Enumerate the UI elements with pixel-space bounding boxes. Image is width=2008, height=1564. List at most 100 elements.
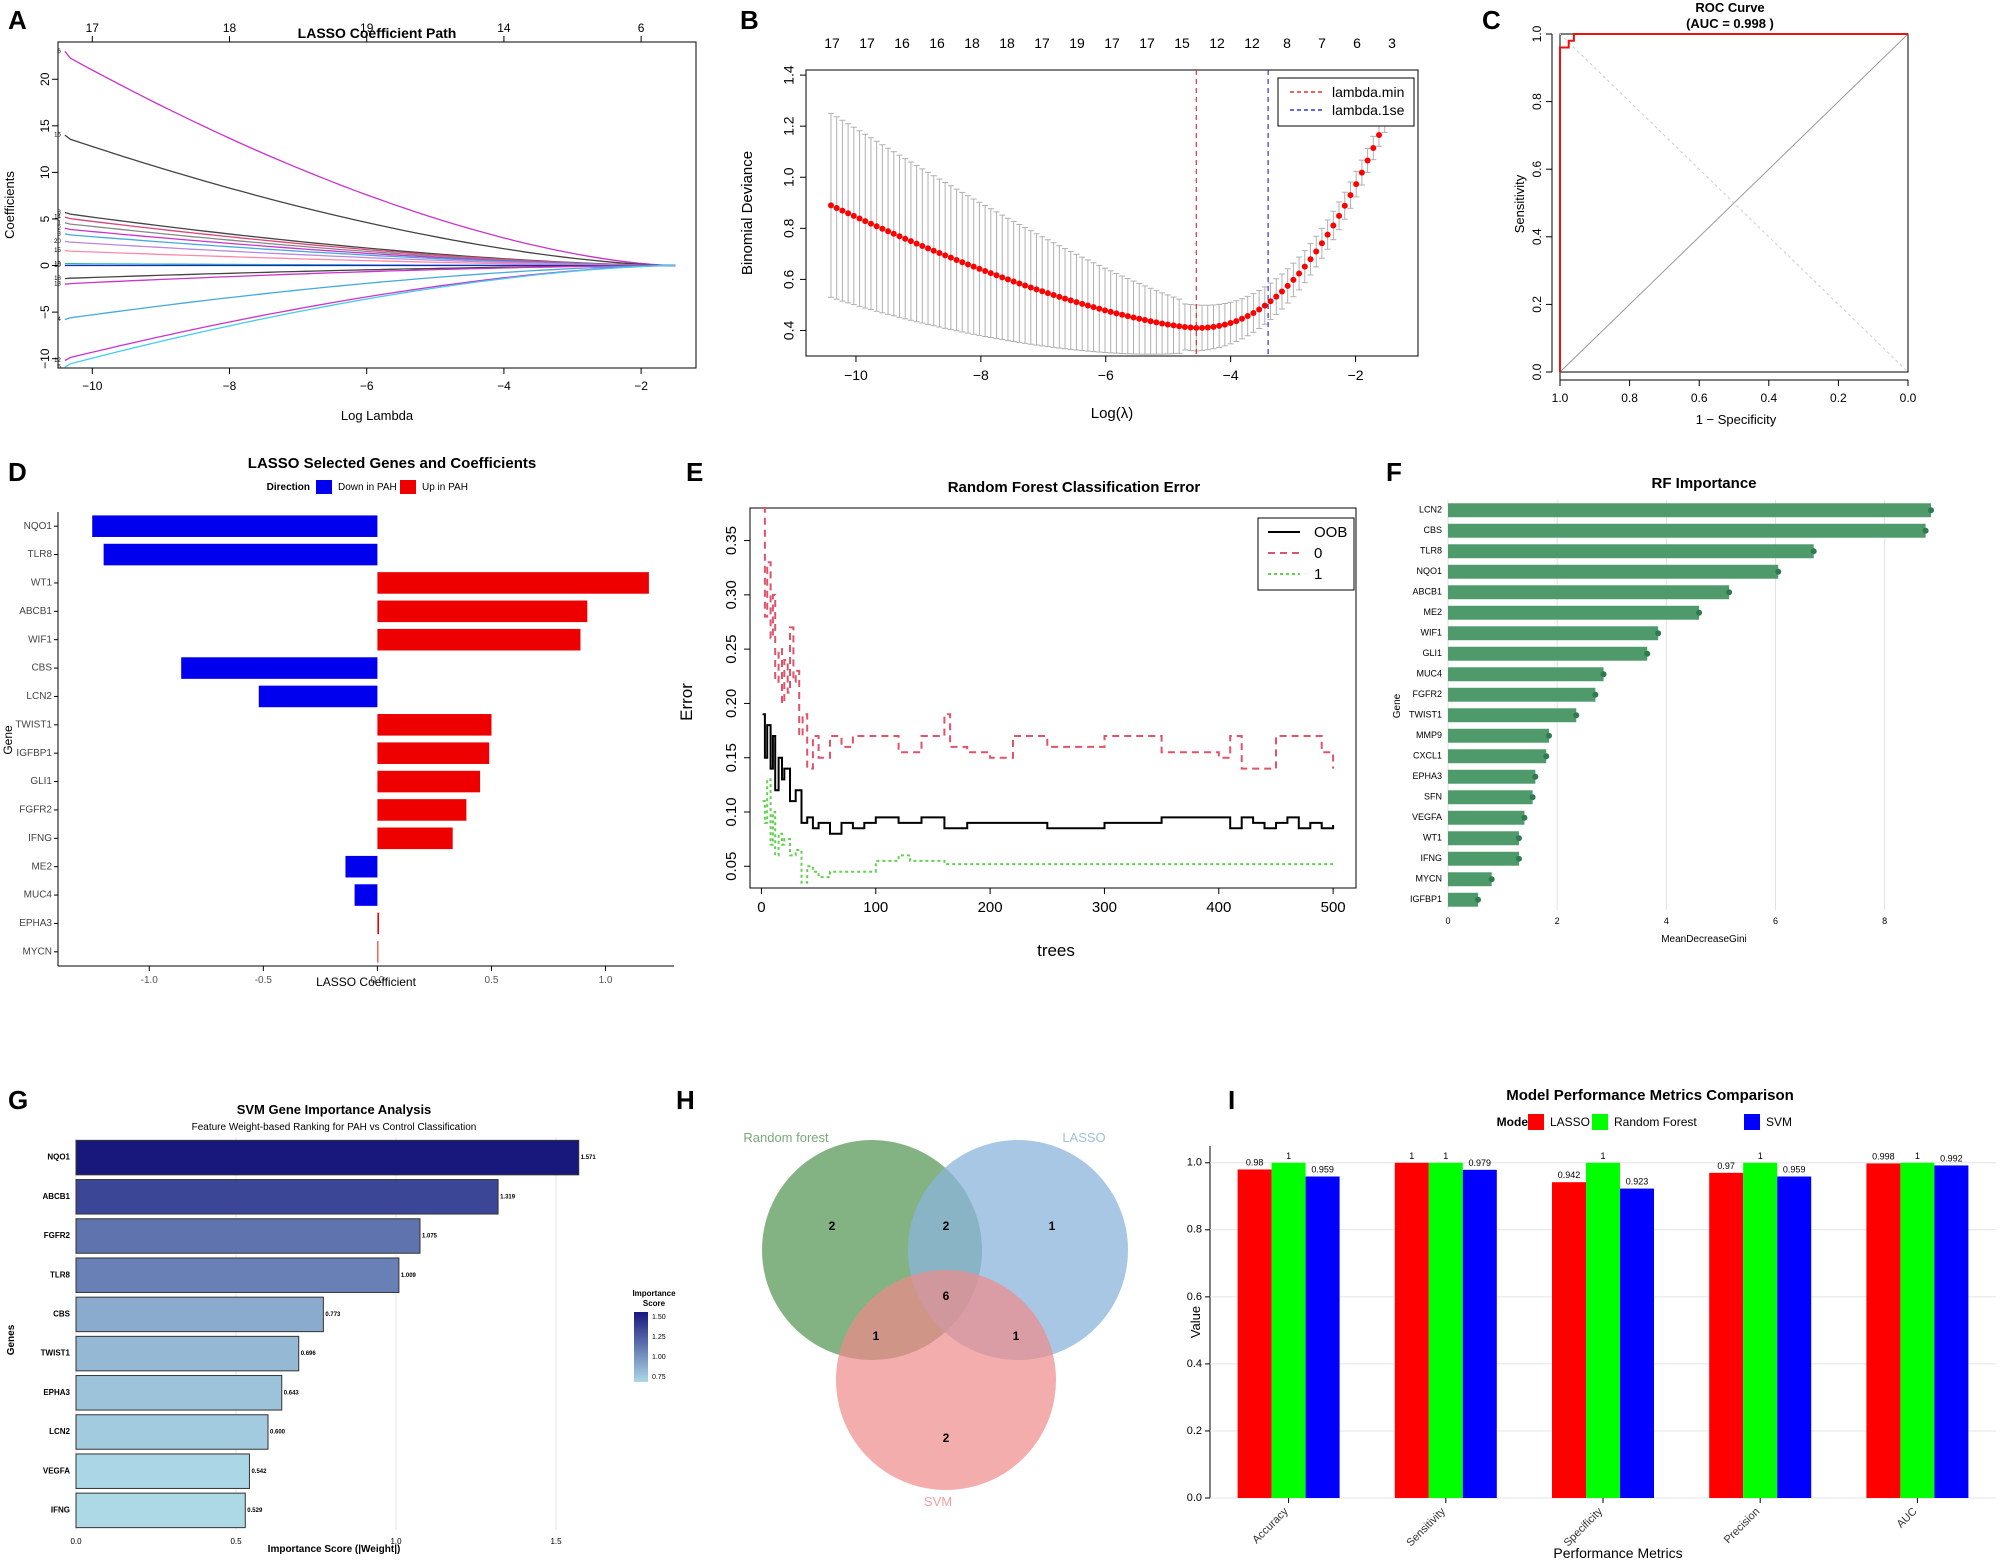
deviance-point [1141,317,1148,324]
coef-bar-lcn2 [258,685,378,708]
deviance-point [1358,169,1365,176]
importance-bar-twist1 [1448,708,1577,723]
top-count-label: 7 [1318,35,1326,51]
deviance-point [1153,319,1160,326]
metric-bar-accuracy-2 [1305,1176,1340,1498]
x-tick-label: −10 [82,379,103,393]
venn-count-rf-svm: 1 [873,1329,880,1343]
y-tick-label: 0.4 [781,321,797,341]
category-label: Specificity [1562,1505,1606,1549]
x-tick-label: −8 [223,379,237,393]
deviance-point [1016,280,1023,287]
legend-label: Random Forest [1614,1115,1697,1129]
deviance-point [1073,299,1080,306]
path-label: 16 [54,133,61,139]
importance-point [1521,814,1528,821]
coef-bar-abcb1 [377,600,588,623]
deviance-point [1033,286,1040,293]
deviance-point [1284,282,1291,289]
deviance-point [1296,270,1303,277]
importance-point [1515,855,1522,862]
gene-label: WT1 [31,578,53,589]
deviance-point [1193,324,1200,331]
metric-value-label: 0.98 [1246,1157,1264,1167]
x-axis-label: trees [1037,941,1075,960]
legend-label: lambda.min [1332,84,1404,100]
metric-bar-accuracy-1 [1271,1162,1306,1498]
coef-bar-wif1 [377,628,581,651]
deviance-point [1278,288,1285,295]
gene-label: ABCB1 [1412,587,1442,597]
error-series-0 [762,507,1335,770]
y-tick-label: 1.2 [781,116,797,136]
y-tick-label: 0.8 [781,218,797,238]
gene-label: TWIST1 [41,1349,71,1358]
svm-bar-epha3 [75,1375,283,1411]
gene-label: FGFR2 [44,1231,71,1240]
path-label: 2 [58,226,62,232]
top-count-label: 12 [1244,35,1260,51]
metric-bar-specificity-0 [1552,1182,1586,1498]
deviance-point [1204,324,1211,331]
panel-d-lasso-bars: LASSO Selected Genes and Coefficients Dir… [1,455,674,989]
legend-title: Direction [267,482,310,493]
legend-swatch-0 [1528,1114,1544,1130]
y-tick-label: 0.8 [1187,1224,1202,1236]
importance-point [1532,773,1539,780]
deviance-point [953,256,960,263]
importance-point [1475,896,1482,903]
venn-count-rf-only: 2 [829,1219,836,1233]
deviance-point [913,240,920,247]
gene-label: ABCB1 [42,1192,70,1201]
deviance-point [976,265,983,272]
legend-title: Model [1497,1115,1532,1129]
y-tick-label: 0.2 [1530,296,1544,313]
venn-label-svm: SVM [924,1494,952,1509]
gene-label: VEGFA [1412,812,1442,822]
gene-label: CXCL1 [1413,751,1442,761]
gene-label: NQO1 [24,521,53,532]
coef-bar-gli1 [377,770,481,793]
deviance-point [1124,313,1131,320]
x-tick-label: 2 [1555,916,1560,926]
top-count-label: 17 [824,35,840,51]
y-tick-label: 0.4 [1187,1358,1202,1370]
y-tick-label: 0.30 [723,580,740,609]
y-axis-label: Binomial Deviance [739,151,756,275]
metric-bar-precision-0 [1709,1172,1744,1498]
panel-label-i: I [1228,1085,1235,1115]
x-axis-label: 1 − Specificity [1696,412,1777,427]
panel-g-svm-importance: SVM Gene Importance Analysis Feature Weig… [6,1102,676,1555]
importance-point [1573,712,1580,719]
top-count-label: 17 [1139,35,1155,51]
importance-bar-lcn2 [1448,503,1932,518]
path-label: 3 [58,231,62,237]
legend-tick-label: 1.00 [652,1354,666,1361]
coef-path-8 [64,249,676,267]
y-axis-label: Gene [1,725,15,755]
deviance-point [1256,306,1263,313]
top-count-label: 17 [1034,35,1050,51]
gene-label: VEGFA [43,1466,70,1475]
deviance-point [959,259,966,266]
legend-label: LASSO [1550,1115,1590,1129]
coef-bar-cbs [181,657,378,679]
metric-value-label: 0.998 [1872,1151,1895,1161]
legend-label: 0 [1314,545,1322,562]
venn-circle-svm [836,1270,1056,1490]
y-tick-label: 1.4 [781,65,797,85]
x-axis-label: Log Lambda [341,408,414,423]
venn-count-lasso-only: 1 [1049,1219,1056,1233]
legend-swatch-down [316,480,332,494]
y-tick-label: 0.0 [1187,1492,1202,1504]
deviance-point [1199,324,1206,331]
path-label: 5 [58,365,62,371]
svm-bar-vegfa [75,1453,250,1489]
top-count-label: 18 [964,35,980,51]
category-label: Precision [1722,1506,1762,1546]
x-tick-label: 4 [1664,916,1669,926]
metric-value-label: 1 [1758,1151,1763,1161]
x-tick-label: −4 [497,379,511,393]
deviance-point [896,233,903,240]
